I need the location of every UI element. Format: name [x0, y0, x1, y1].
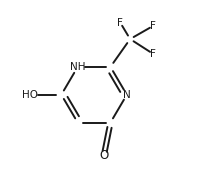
Text: NH: NH	[70, 62, 86, 72]
Text: O: O	[99, 149, 109, 162]
Text: F: F	[150, 49, 156, 59]
Text: F: F	[117, 18, 123, 28]
Text: N: N	[123, 90, 131, 100]
Text: HO: HO	[22, 90, 38, 100]
Text: F: F	[150, 21, 156, 31]
